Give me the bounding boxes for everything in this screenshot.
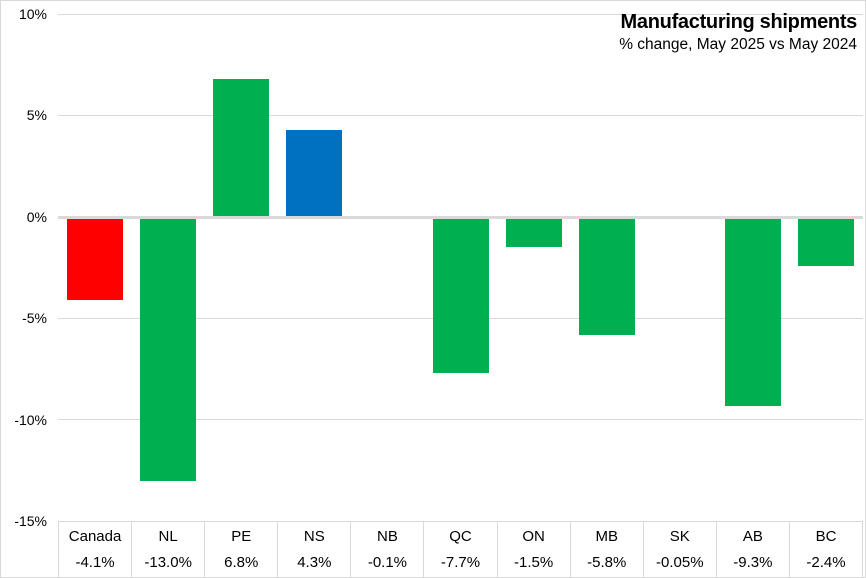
table-cell-ab: AB -9.3% (715, 522, 789, 577)
bar-canada (67, 217, 123, 300)
chart-subtitle: % change, May 2025 vs May 2024 (619, 36, 857, 53)
bar-bc (798, 217, 854, 266)
bar-ns (286, 130, 342, 217)
bar-mb (579, 217, 635, 335)
value-label: -1.5% (514, 554, 554, 572)
table-cell-mb: MB -5.8% (569, 522, 643, 577)
gridline-5% (58, 114, 863, 116)
bar-qc (433, 217, 489, 373)
value-label: -2.4% (806, 554, 846, 572)
value-label: -0.05% (656, 554, 704, 572)
gridline-10% (58, 13, 863, 15)
chart-title: Manufacturing shipments (620, 11, 858, 33)
bar-pe (213, 79, 269, 217)
y-axis-tick-label: 10% (18, 6, 47, 22)
category-label: NB (377, 527, 398, 545)
table-cell-nl: NL -13.0% (131, 522, 204, 577)
gridline--10% (58, 419, 863, 421)
value-label: -4.1% (75, 554, 115, 572)
value-label: 6.8% (224, 554, 259, 572)
category-label: SK (669, 527, 690, 545)
value-label: -5.8% (587, 554, 627, 572)
category-label: MB (595, 527, 618, 545)
category-label: BC (815, 527, 837, 545)
value-label: -9.3% (733, 554, 773, 572)
table-cell-nb: NB -0.1% (350, 522, 423, 577)
bar-on (506, 217, 562, 247)
table-cell-sk: SK -0.05% (642, 522, 716, 577)
category-label: NL (158, 527, 178, 545)
category-label: PE (231, 527, 252, 545)
chart-header: Manufacturing shipments % change, May 20… (619, 10, 857, 55)
bar-nl (140, 217, 196, 481)
y-axis-tick-label: -5% (22, 310, 47, 327)
category-label: NS (303, 527, 325, 545)
value-label: 4.3% (297, 554, 332, 572)
y-axis-tick-label: 0% (26, 208, 47, 225)
table-cell-canada: Canada -4.1% (58, 522, 131, 577)
table-cell-ns: NS 4.3% (277, 522, 350, 577)
table-cell-bc: BC -2.4% (788, 522, 862, 577)
value-label: -7.7% (440, 554, 481, 572)
bar-ab (725, 217, 781, 406)
value-label: -0.1% (367, 554, 408, 572)
y-axis-tick-label: 5% (26, 107, 47, 124)
category-label: QC (449, 527, 472, 545)
y-axis-tick-label: -15% (14, 513, 47, 529)
table-cell-on: ON -1.5% (496, 522, 570, 577)
y-axis-tick-label: -10% (14, 411, 47, 428)
category-label: ON (522, 527, 545, 545)
gridline-0% (58, 215, 863, 219)
category-label: AB (742, 527, 763, 545)
table-cell-pe: PE 6.8% (204, 522, 277, 577)
value-label: -13.0% (144, 554, 192, 572)
table-cell-qc: QC -7.7% (423, 522, 496, 577)
data-table: Canada -4.1% NL -13.0% PE 6.8% NS 4.3% NB -0.1% QC… (58, 521, 863, 577)
category-label: Canada (68, 527, 122, 545)
